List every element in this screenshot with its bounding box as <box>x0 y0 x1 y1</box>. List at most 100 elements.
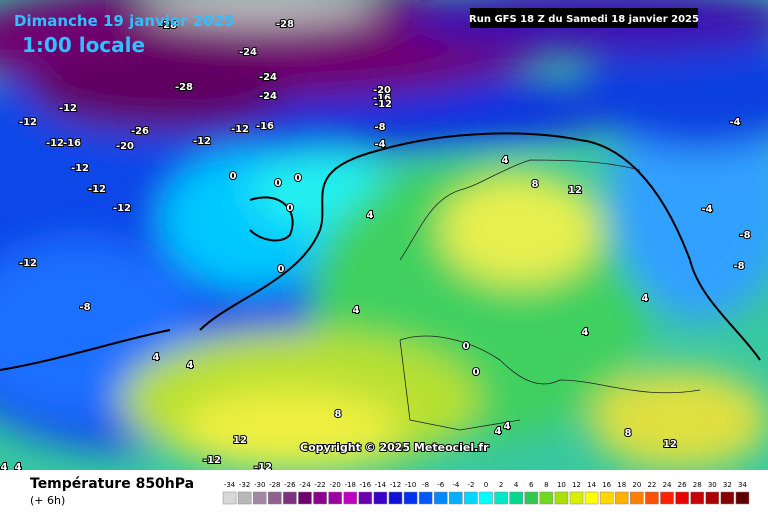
contour-label: 4 <box>153 352 160 363</box>
scale-swatch <box>584 491 599 505</box>
contour-label: -24 <box>239 47 257 58</box>
color-scale: -34 -32 -30 -28 -26 -24 -22 -20 -18 -16 -14 -12 -10-… <box>222 481 750 505</box>
contour-labels: -28 -28-24-24-28-24-20-16-12-12-12-12-16-… <box>0 18 752 474</box>
contour-label: -16 <box>256 121 274 132</box>
contour-label: -28 <box>159 20 177 31</box>
scale-label: 10 <box>557 481 566 489</box>
scale-label: 14 <box>587 481 596 489</box>
contour-label: -12 <box>374 99 392 110</box>
scale-swatch <box>358 491 373 505</box>
contour-label: 0 <box>278 264 285 275</box>
scale-swatch <box>539 491 554 505</box>
contour-label: 4 <box>504 421 511 432</box>
scale-label: -8 <box>422 481 429 489</box>
contour-label: 12 <box>568 185 582 196</box>
contour-label: -28 <box>276 19 294 30</box>
scale-swatch <box>705 491 720 505</box>
scale-label: 20 <box>632 481 641 489</box>
scale-label: 22 <box>647 481 656 489</box>
scale-label: 16 <box>602 481 611 489</box>
date: Dimanche 19 janvier 2025 <box>14 12 235 30</box>
contour-label: -12 <box>19 117 37 128</box>
scale-label: -18 <box>345 481 356 489</box>
scale-label: 6 <box>529 481 534 489</box>
scale-label: -16 <box>360 481 372 489</box>
scale-label: 30 <box>708 481 717 489</box>
contour-label: -8 <box>733 261 744 272</box>
contour-label: 4 <box>495 426 502 437</box>
scale-swatch <box>252 491 267 505</box>
contour-label: 12 <box>663 439 677 450</box>
scale-label: -34 <box>224 481 236 489</box>
scale-swatch <box>298 491 312 505</box>
contour-label: 0 <box>473 367 480 378</box>
scale-swatch <box>645 491 659 505</box>
scale-label: 8 <box>544 481 548 489</box>
contour-label: 4 <box>367 210 374 221</box>
scale-swatch <box>237 491 252 505</box>
scale-swatch <box>403 491 418 505</box>
contour-label: -12 <box>46 138 64 149</box>
scale-swatch <box>675 491 689 505</box>
contour-label: -12 <box>71 163 89 174</box>
contour-label: -24 <box>259 72 277 83</box>
run-box <box>470 8 698 28</box>
contour-label: -12 <box>88 184 106 195</box>
footer-title: Température 850hPa <box>30 476 194 492</box>
contour-label: -12 <box>203 455 221 466</box>
scale-swatch <box>554 491 569 505</box>
scale-label: -26 <box>284 481 296 489</box>
contour-label: -12 <box>113 203 131 214</box>
contour-label: 4 <box>15 462 22 473</box>
scale-label: -32 <box>239 481 250 489</box>
scale-swatch <box>418 491 433 505</box>
scale-label: -22 <box>314 481 325 489</box>
scale-label: 12 <box>572 481 581 489</box>
footer-step: (+ 6h) <box>30 494 65 507</box>
scale-swatch <box>433 491 448 505</box>
scale-label: -4 <box>452 481 460 489</box>
scale-swatch <box>449 491 463 505</box>
scale-swatch <box>268 491 282 505</box>
contour-label: -12 <box>193 136 211 147</box>
contour-label: -4 <box>374 139 385 150</box>
scale-label: 18 <box>617 481 626 489</box>
scale-swatch <box>464 491 478 505</box>
contour-label: 4 <box>1 462 8 473</box>
coastlines <box>399 159 701 431</box>
scale-swatch <box>222 491 237 505</box>
scale-label: -12 <box>390 481 401 489</box>
temperature-field <box>0 0 768 470</box>
scale-swatch <box>283 491 297 505</box>
contour-label: 4 <box>187 360 194 371</box>
contour-label: 0 <box>275 178 282 189</box>
scale-label: -6 <box>437 481 445 489</box>
scale-swatch <box>494 491 508 505</box>
contour-label: -20 <box>116 141 134 152</box>
scale-label: -10 <box>405 481 416 489</box>
scale-swatch <box>373 491 388 505</box>
contour-label: -12 <box>59 103 77 114</box>
scale-swatch <box>735 491 750 505</box>
scale-label: 32 <box>723 481 732 489</box>
scale-swatch <box>313 491 327 505</box>
scale-swatch <box>630 491 644 505</box>
contour-label: 8 <box>335 409 342 420</box>
scale-swatch <box>614 491 629 505</box>
contour-label: 8 <box>625 428 632 439</box>
scale-label: -2 <box>467 481 474 489</box>
scale-swatch <box>720 491 735 505</box>
scale-swatch <box>690 491 704 505</box>
scale-label: -28 <box>269 481 280 489</box>
contour-label: -8 <box>739 230 750 241</box>
scale-label: 0 <box>484 481 488 489</box>
contour-label: 0 <box>287 203 294 214</box>
scale-swatch <box>479 491 493 505</box>
scale-swatch <box>569 491 584 505</box>
contour-label: -12 <box>231 124 249 135</box>
contour-label: -12 <box>19 258 37 269</box>
scale-label: -20 <box>329 481 340 489</box>
contour-label: 4 <box>582 327 589 338</box>
scale-label: 4 <box>514 481 519 489</box>
